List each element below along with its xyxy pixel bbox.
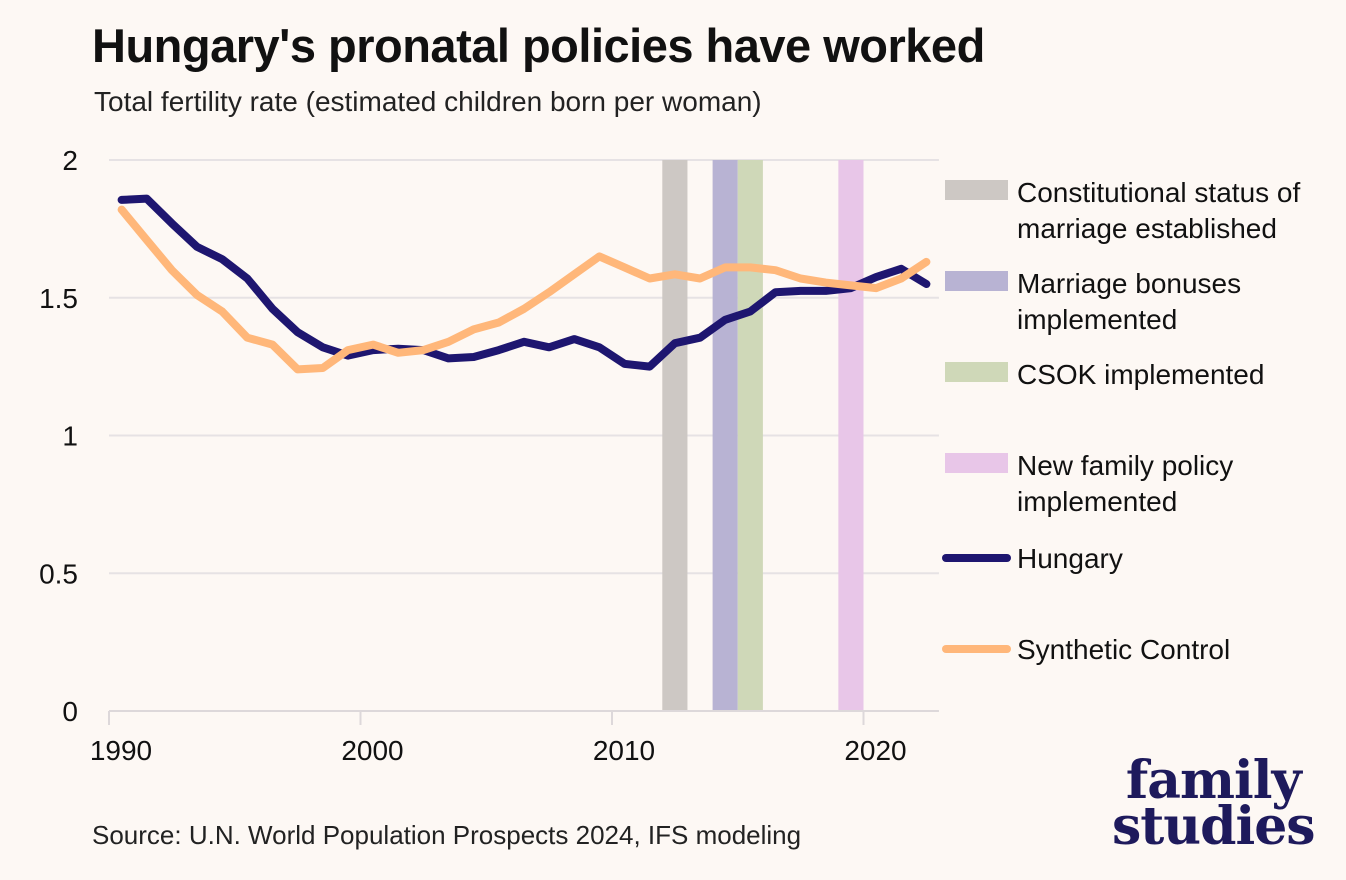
- source-note: Source: U.N. World Population Prospects …: [92, 820, 802, 850]
- family-studies-logo: family studies: [1112, 750, 1316, 857]
- chart-title: Hungary's pronatal policies have worked: [92, 19, 985, 72]
- x-tick-label: 2010: [593, 735, 655, 766]
- chart-subtitle: Total fertility rate (estimated children…: [94, 86, 762, 117]
- y-tick-label: 1: [62, 421, 78, 452]
- legend: Constitutional status of marriage establi…: [942, 177, 1300, 665]
- policy-band: [712, 160, 738, 711]
- logo-line1: family: [1125, 750, 1302, 811]
- legend-label: Synthetic Control: [1017, 634, 1230, 665]
- legend-label: Constitutional status of: [1017, 177, 1300, 208]
- x-tick-label: 2000: [341, 735, 403, 766]
- series-lines: [117, 194, 931, 374]
- y-tick-label: 0: [62, 696, 78, 727]
- gridlines: [109, 159, 939, 575]
- legend-label: Hungary: [1017, 543, 1123, 574]
- x-tick-label: 1990: [90, 735, 152, 766]
- legend-label: implemented: [1017, 304, 1177, 335]
- x-tick-label: 2020: [844, 735, 906, 766]
- policy-bands: [662, 160, 864, 711]
- logo-line2: studies: [1112, 796, 1316, 857]
- legend-label: marriage established: [1017, 213, 1277, 244]
- legend-swatch: [945, 362, 1008, 382]
- y-tick-label: 1.5: [39, 283, 78, 314]
- policy-band: [662, 160, 688, 711]
- legend-swatch: [945, 453, 1008, 473]
- series-line-hungary: [117, 194, 931, 371]
- series-line-synthetic-control: [117, 205, 931, 374]
- legend-label: New family policy: [1017, 450, 1233, 481]
- policy-band: [737, 160, 763, 711]
- legend-swatch: [945, 180, 1008, 200]
- legend-label: CSOK implemented: [1017, 359, 1264, 390]
- policy-band: [838, 160, 864, 711]
- legend-label: implemented: [1017, 486, 1177, 517]
- y-tick-label: 2: [62, 145, 78, 176]
- legend-label: Marriage bonuses: [1017, 268, 1241, 299]
- axes: 0 0.5 1 1.5 2 1990 2000 2010 2020: [39, 145, 939, 766]
- y-tick-label: 0.5: [39, 558, 78, 589]
- legend-swatch: [945, 271, 1008, 291]
